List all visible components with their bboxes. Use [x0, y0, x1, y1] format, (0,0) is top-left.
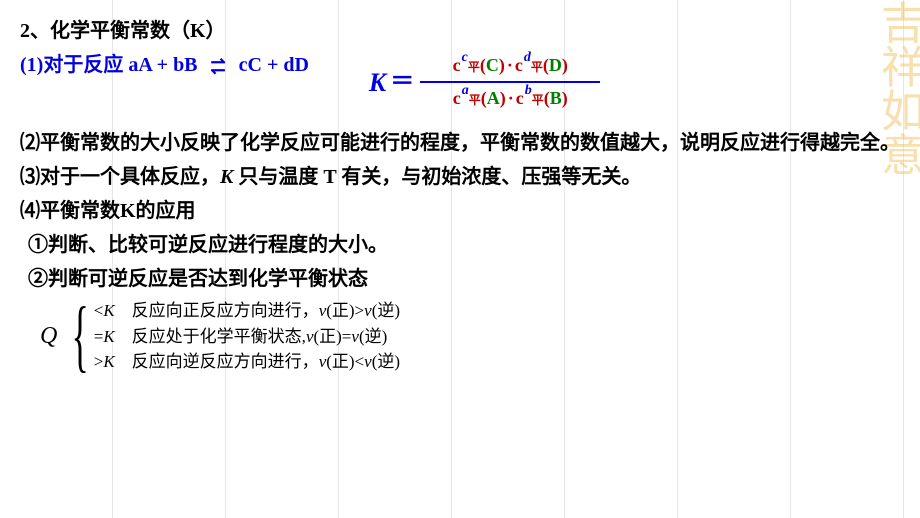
equilibrium-formula: K＝ cc平(C)·cd平(D) ca平(A)·cb平(B)	[369, 50, 600, 114]
section-title: 2、化学平衡常数（K）	[20, 16, 900, 46]
point-4-2: ②判断可逆反应是否达到化学平衡状态	[28, 264, 900, 294]
point-4: ⑷平衡常数K的应用	[20, 196, 900, 226]
point-3: ⑶对于一个具体反应，K 只与温度 T 有关，与初始浓度、压强等无关。	[20, 162, 900, 192]
point-1: (1)对于反应 aA + bB ⇀↽ cC + dD	[20, 50, 309, 80]
point-2: ⑵平衡常数的大小反映了化学反应可能进行的程度，平衡常数的数值越大，说明反应进行得…	[20, 128, 900, 158]
q-cases: Q{ <K 反应向正反应方向进行，v(正)>v(逆) =K 反应处于化学平衡状态…	[40, 298, 900, 375]
point-4-1: ①判断、比较可逆反应进行程度的大小。	[28, 230, 900, 260]
